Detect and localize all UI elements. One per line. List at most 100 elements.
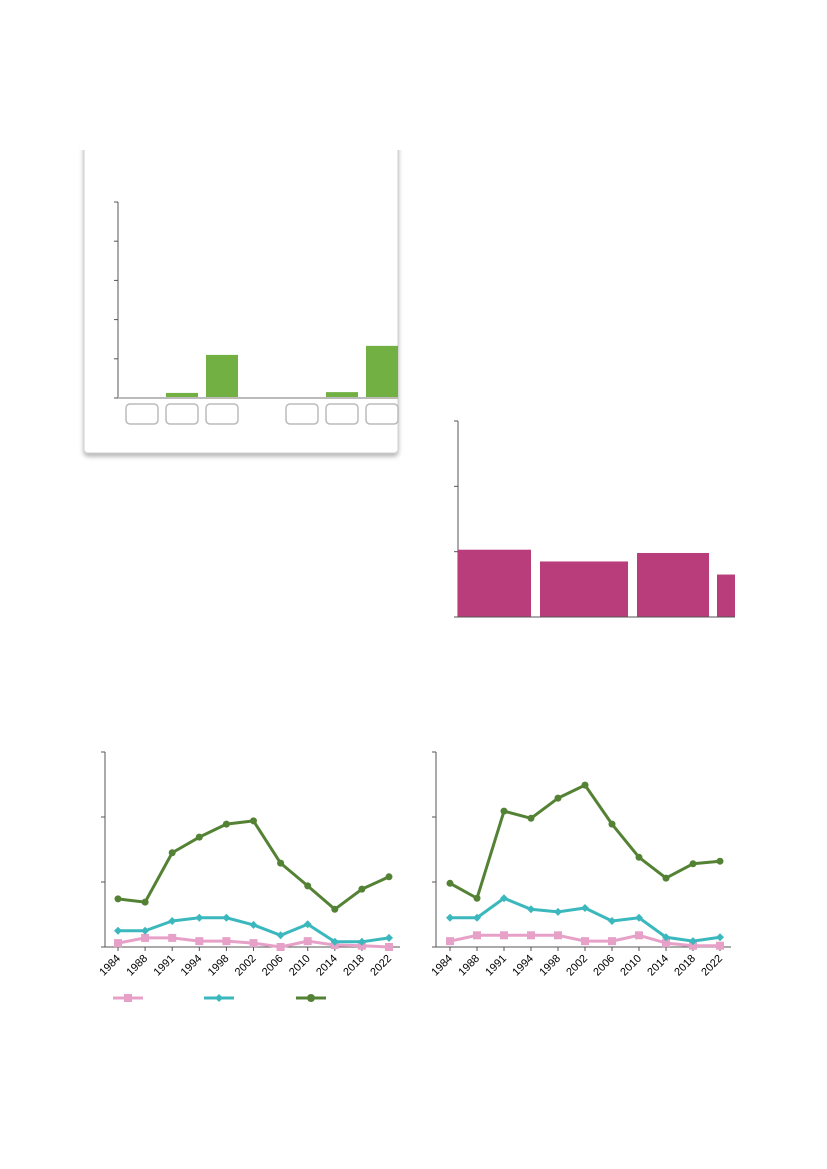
- point: [385, 873, 393, 881]
- point: [716, 933, 724, 942]
- x-tick-label: 2006: [260, 953, 286, 979]
- bar: [717, 574, 735, 617]
- x-tick-label: 2002: [233, 953, 259, 979]
- x-tick-label: 2010: [287, 953, 313, 979]
- legend-marker: [124, 994, 132, 1002]
- point: [446, 913, 454, 922]
- point: [554, 794, 562, 802]
- category-box: [125, 403, 159, 425]
- point: [500, 931, 508, 940]
- point: [608, 917, 616, 925]
- x-tick-label: 2014: [314, 953, 340, 979]
- point: [141, 933, 150, 942]
- x-tick-label: 1998: [206, 953, 232, 979]
- category-box: [205, 403, 239, 425]
- x-tick-label: 1988: [124, 953, 150, 979]
- point: [662, 939, 670, 948]
- bar: [458, 549, 531, 617]
- point: [500, 807, 508, 815]
- category-box: [325, 403, 359, 425]
- point: [554, 907, 562, 916]
- point: [114, 939, 122, 948]
- point: [195, 913, 204, 922]
- x-tick-label: 2014: [645, 953, 671, 979]
- category-box: [165, 403, 199, 425]
- point: [195, 833, 203, 841]
- bar: [206, 354, 238, 398]
- x-tick-label: 1994: [510, 953, 536, 979]
- x-tick-label: 2022: [368, 953, 394, 979]
- point: [249, 939, 258, 948]
- bar: [637, 552, 709, 617]
- point: [385, 943, 393, 951]
- point: [635, 913, 643, 922]
- point: [689, 937, 697, 946]
- point: [222, 820, 230, 828]
- point: [330, 937, 339, 946]
- point: [527, 814, 535, 822]
- x-tick-label: 2006: [591, 953, 617, 979]
- point: [358, 885, 366, 893]
- point: [527, 931, 535, 940]
- point: [168, 849, 176, 857]
- point: [716, 857, 724, 865]
- point: [581, 937, 589, 946]
- point: [303, 937, 312, 946]
- x-tick-label: 1984: [97, 953, 123, 979]
- point: [581, 781, 589, 789]
- point: [168, 933, 177, 942]
- point: [141, 898, 149, 906]
- point: [141, 926, 150, 935]
- point: [222, 937, 231, 946]
- x-tick-label: 2002: [564, 953, 590, 979]
- x-tick-label: 1994: [179, 953, 205, 979]
- x-tick-label: 2018: [672, 953, 698, 979]
- legend: [113, 994, 326, 1002]
- point: [473, 931, 481, 940]
- bar: [166, 392, 198, 398]
- point: [662, 933, 670, 942]
- point: [608, 820, 616, 828]
- point: [168, 917, 177, 925]
- x-tick-label: 1988: [456, 953, 482, 979]
- point: [635, 853, 643, 861]
- point: [635, 931, 643, 940]
- point: [716, 941, 724, 950]
- bar: [366, 345, 398, 398]
- point: [250, 817, 257, 825]
- series-line: [117, 819, 390, 911]
- point: [331, 905, 339, 913]
- point: [527, 905, 535, 914]
- bar: [326, 392, 358, 398]
- point: [276, 943, 285, 951]
- point: [446, 879, 454, 887]
- legend-marker: [215, 994, 223, 1002]
- point: [277, 859, 285, 867]
- x-tick-label: 2018: [341, 953, 367, 979]
- point: [357, 937, 366, 946]
- card-mask: [80, 130, 404, 150]
- category-box: [285, 403, 319, 425]
- point: [195, 937, 204, 946]
- category-box: [365, 403, 399, 425]
- point: [276, 931, 285, 940]
- bar: [540, 561, 628, 617]
- legend-marker: [307, 994, 315, 1002]
- point: [689, 941, 697, 950]
- point: [581, 904, 589, 912]
- point: [554, 931, 562, 940]
- x-tick-label: 2010: [618, 953, 644, 979]
- x-tick-label: 1984: [429, 953, 455, 979]
- point: [303, 920, 312, 929]
- x-tick-label: 2022: [699, 953, 725, 979]
- point: [304, 882, 312, 890]
- x-tick-label: 1991: [152, 953, 178, 979]
- x-tick-label: 1998: [537, 953, 563, 979]
- series-line: [449, 783, 721, 900]
- point: [473, 913, 481, 922]
- point: [608, 937, 616, 946]
- point: [662, 874, 670, 882]
- point: [114, 926, 122, 935]
